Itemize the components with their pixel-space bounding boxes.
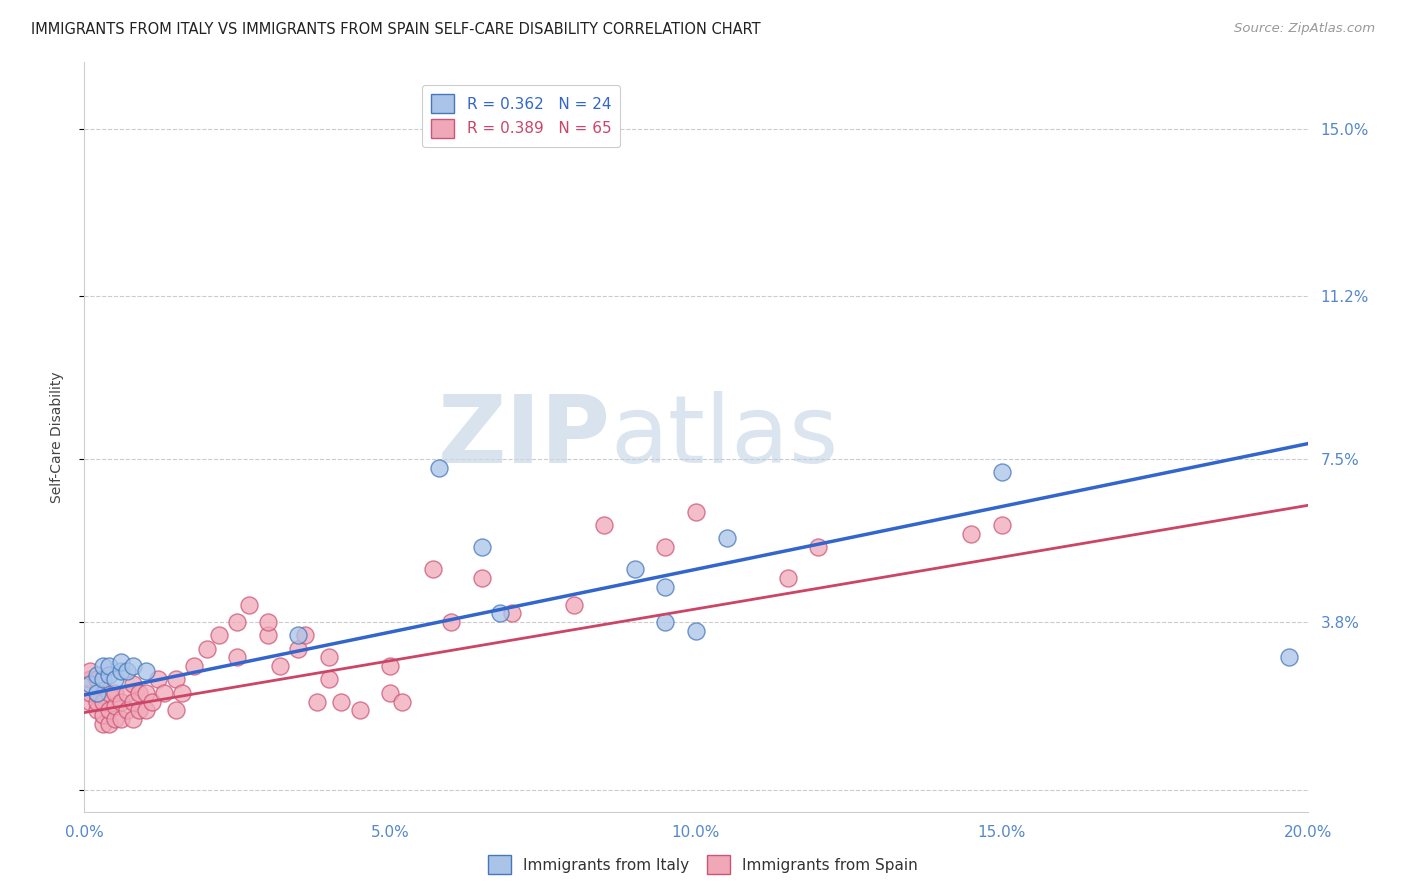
Point (349, 703, 371, 717)
Point (165, 673, 187, 687)
Point (776, 571, 799, 585)
Point (91, 673, 114, 687)
Point (91, 716, 114, 731)
Point (471, 541, 494, 555)
Point (141, 694, 163, 708)
Point (97, 703, 120, 717)
Point (654, 580, 676, 594)
Point (97, 686, 120, 700)
Point (257, 615, 280, 630)
Point (122, 694, 145, 708)
Text: atlas: atlas (610, 391, 838, 483)
Point (685, 624, 707, 638)
Point (122, 677, 145, 691)
Point (122, 712, 145, 726)
Point (79, 664, 101, 678)
Point (502, 607, 524, 621)
Text: Source: ZipAtlas.com: Source: ZipAtlas.com (1234, 22, 1375, 36)
Point (128, 703, 150, 717)
Point (86, 686, 108, 700)
Point (195, 641, 218, 656)
Y-axis label: Self-Care Disability: Self-Care Disability (49, 371, 63, 503)
Point (115, 686, 138, 700)
Point (287, 628, 309, 642)
Point (104, 686, 127, 700)
Point (122, 659, 145, 673)
Point (135, 664, 157, 678)
Point (685, 505, 707, 519)
Point (104, 712, 127, 726)
Point (79, 677, 101, 691)
Point (318, 650, 340, 665)
Point (654, 615, 676, 630)
Point (110, 664, 132, 678)
Point (153, 686, 176, 700)
Point (91, 659, 114, 673)
Point (562, 598, 585, 612)
Point (807, 541, 830, 555)
Point (79, 686, 101, 700)
Point (391, 694, 413, 708)
Point (79, 694, 101, 708)
Point (86, 694, 108, 708)
Point (208, 628, 231, 642)
Point (128, 686, 150, 700)
Point (146, 673, 169, 687)
Point (86, 686, 108, 700)
Point (104, 698, 127, 713)
Point (115, 664, 138, 678)
Point (960, 527, 983, 541)
Legend: Immigrants from Italy, Immigrants from Spain: Immigrants from Italy, Immigrants from S… (482, 849, 924, 880)
Point (110, 694, 132, 708)
Point (380, 659, 402, 673)
Point (624, 562, 647, 576)
Point (226, 650, 249, 665)
Point (318, 673, 340, 687)
Point (86, 703, 108, 717)
Point (440, 615, 463, 630)
Point (165, 703, 187, 717)
Point (110, 655, 132, 669)
Text: IMMIGRANTS FROM ITALY VS IMMIGRANTS FROM SPAIN SELF-CARE DISABILITY CORRELATION : IMMIGRANTS FROM ITALY VS IMMIGRANTS FROM… (31, 22, 761, 37)
Legend: R = 0.362   N = 24, R = 0.389   N = 65: R = 0.362 N = 24, R = 0.389 N = 65 (422, 85, 620, 147)
Point (97, 668, 120, 682)
Point (97, 659, 120, 673)
Point (110, 712, 132, 726)
Point (183, 659, 205, 673)
Point (991, 518, 1014, 533)
Point (593, 518, 616, 533)
Point (115, 703, 138, 717)
Point (991, 466, 1014, 480)
Point (287, 641, 309, 656)
Point (79, 673, 101, 687)
Point (135, 703, 157, 717)
Point (257, 628, 280, 642)
Point (86, 673, 108, 687)
Point (305, 694, 328, 708)
Text: ZIP: ZIP (437, 391, 610, 483)
Point (91, 707, 114, 722)
Point (91, 694, 114, 708)
Point (1278, 650, 1301, 665)
Point (104, 673, 127, 687)
Point (716, 532, 738, 546)
Point (269, 659, 291, 673)
Point (238, 598, 260, 612)
Point (294, 628, 316, 642)
Point (427, 461, 450, 475)
Point (86, 668, 108, 682)
Point (654, 541, 676, 555)
Point (330, 694, 353, 708)
Point (422, 562, 444, 576)
Point (172, 686, 194, 700)
Point (226, 615, 249, 630)
Point (471, 571, 494, 585)
Point (135, 686, 157, 700)
Point (97, 716, 120, 731)
Point (489, 607, 512, 621)
Point (380, 686, 402, 700)
